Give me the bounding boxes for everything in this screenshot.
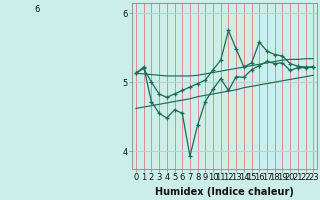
Text: 6: 6: [34, 5, 40, 14]
X-axis label: Humidex (Indice chaleur): Humidex (Indice chaleur): [155, 187, 294, 197]
